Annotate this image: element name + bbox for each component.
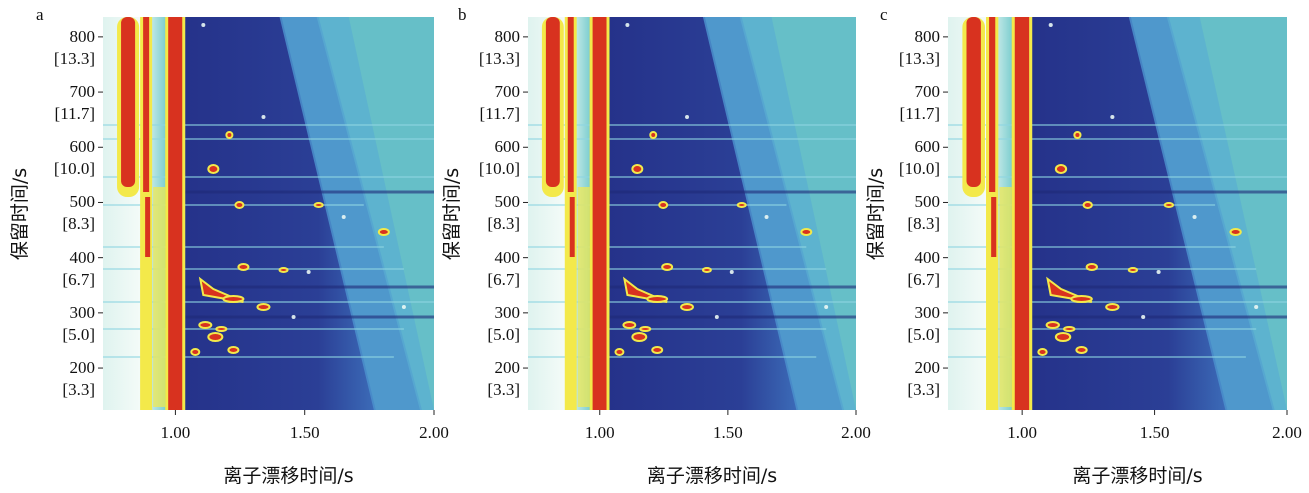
- y-tick-label: 400 [6.7]: [487, 247, 520, 289]
- y-tick-label: 400 [6.7]: [907, 247, 940, 289]
- y-tick-label: 300 [5.0]: [62, 302, 95, 344]
- x-tick-label: 1.50: [289, 423, 320, 442]
- x-axis-title: 离子漂移时间/s: [223, 465, 354, 487]
- x-tick-label: 1.50: [713, 423, 743, 442]
- x-tick-label: 1.50: [1139, 423, 1170, 442]
- x-axis-title: 离子漂移时间/s: [646, 465, 778, 487]
- y-tick-label: 800 [13.3]: [53, 26, 95, 68]
- x-tick-label: 2.00: [841, 423, 871, 442]
- y-tick-label: 600 [10.0]: [898, 137, 940, 179]
- x-tick-label: 2.00: [1272, 423, 1302, 442]
- y-tick-label: 600 [10.0]: [53, 137, 95, 179]
- heatmap-image: [103, 17, 434, 410]
- y-tick-label: 700 [11.7]: [899, 82, 940, 124]
- y-tick-label: 700 [11.7]: [54, 82, 95, 124]
- panel-label: c: [880, 5, 888, 24]
- y-tick-label: 500 [8.3]: [487, 192, 520, 234]
- x-tick-label: 2.00: [419, 423, 449, 442]
- y-tick-label: 300 [5.0]: [487, 302, 520, 344]
- y-tick-label: 800 [13.3]: [478, 26, 520, 68]
- y-tick-label: 500 [8.3]: [907, 192, 940, 234]
- panel-label: a: [36, 5, 44, 24]
- y-tick-label: 800 [13.3]: [898, 26, 940, 68]
- y-tick-label: 300 [5.0]: [907, 302, 940, 344]
- heatmap-image: [528, 17, 856, 410]
- x-tick-label: 1.00: [584, 423, 615, 442]
- y-tick-label: 700 [11.7]: [479, 82, 520, 124]
- y-tick-label: 500 [8.3]: [62, 192, 95, 234]
- y-axis-title: 保留时间/s: [441, 167, 463, 260]
- y-tick-label: 200 [3.3]: [907, 358, 940, 400]
- panel-label: b: [458, 5, 467, 24]
- y-tick-label: 200 [3.3]: [487, 358, 520, 400]
- y-axis-title: 保留时间/s: [865, 167, 887, 260]
- x-tick-label: 1.00: [160, 423, 191, 442]
- y-axis-title: 保留时间/s: [9, 167, 31, 260]
- y-tick-label: 400 [6.7]: [62, 247, 95, 289]
- y-tick-label: 200 [3.3]: [62, 358, 95, 400]
- x-axis-title: 离子漂移时间/s: [1072, 465, 1203, 487]
- x-tick-label: 1.00: [1007, 423, 1038, 442]
- y-tick-label: 600 [10.0]: [478, 137, 520, 179]
- heatmap-image: [948, 17, 1287, 410]
